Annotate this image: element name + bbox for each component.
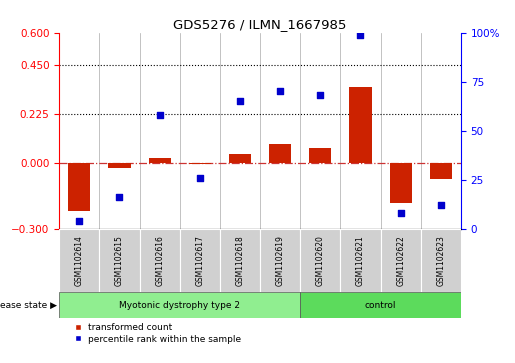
Bar	[180, 229, 220, 292]
Bar	[310, 148, 331, 163]
Point	[437, 202, 445, 208]
Bar	[229, 154, 251, 163]
Bar	[260, 229, 300, 292]
Text: GSM1102621: GSM1102621	[356, 235, 365, 286]
Bar	[99, 229, 140, 292]
Bar	[300, 229, 340, 292]
Point	[75, 218, 83, 224]
Bar	[390, 163, 411, 203]
Bar	[269, 144, 291, 163]
Text: GSM1102617: GSM1102617	[195, 235, 204, 286]
Bar	[430, 163, 452, 179]
Bar	[140, 229, 180, 292]
Bar	[300, 292, 461, 318]
Bar	[421, 229, 461, 292]
Text: GSM1102618: GSM1102618	[235, 235, 245, 286]
Text: disease state ▶: disease state ▶	[0, 301, 57, 310]
Text: GSM1102616: GSM1102616	[155, 235, 164, 286]
Bar	[59, 292, 300, 318]
Bar	[220, 229, 260, 292]
Text: Myotonic dystrophy type 2: Myotonic dystrophy type 2	[119, 301, 240, 310]
Bar	[340, 229, 381, 292]
Bar	[381, 229, 421, 292]
Text: GSM1102622: GSM1102622	[396, 235, 405, 286]
Bar	[68, 163, 90, 211]
Point	[276, 89, 284, 94]
Point	[397, 210, 405, 216]
Title: GDS5276 / ILMN_1667985: GDS5276 / ILMN_1667985	[174, 19, 347, 32]
Text: GSM1102615: GSM1102615	[115, 235, 124, 286]
Point	[316, 93, 324, 98]
Bar	[149, 158, 170, 163]
Legend: transformed count, percentile rank within the sample: transformed count, percentile rank withi…	[74, 323, 242, 343]
Point	[236, 98, 244, 104]
Text: control: control	[365, 301, 397, 310]
Text: GSM1102623: GSM1102623	[436, 235, 445, 286]
Text: GSM1102620: GSM1102620	[316, 235, 325, 286]
Bar	[350, 87, 371, 163]
Point	[196, 175, 204, 181]
Point	[156, 112, 164, 118]
Text: GSM1102614: GSM1102614	[75, 235, 84, 286]
Point	[356, 32, 365, 37]
Point	[115, 195, 124, 200]
Bar	[59, 229, 99, 292]
Bar	[189, 163, 211, 164]
Bar	[109, 163, 130, 168]
Text: GSM1102619: GSM1102619	[276, 235, 285, 286]
